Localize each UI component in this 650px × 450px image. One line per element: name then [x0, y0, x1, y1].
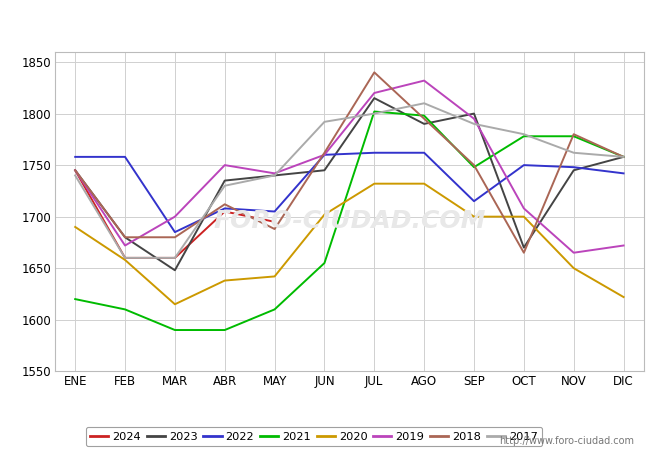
Legend: 2024, 2023, 2022, 2021, 2020, 2019, 2018, 2017: 2024, 2023, 2022, 2021, 2020, 2019, 2018… — [86, 427, 543, 446]
Text: FORO-CIUDAD.COM: FORO-CIUDAD.COM — [213, 209, 486, 233]
Text: http://www.foro-ciudad.com: http://www.foro-ciudad.com — [499, 436, 634, 446]
Text: Afiliados en Castuera a 31/5/2024: Afiliados en Castuera a 31/5/2024 — [172, 14, 478, 33]
